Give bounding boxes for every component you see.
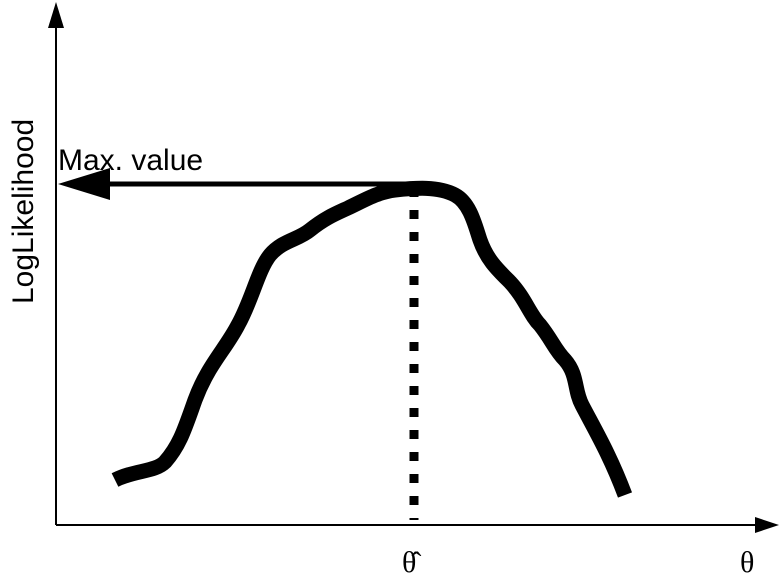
theta-hat-label: θ̂ [402,546,421,577]
x-axis-arrowhead [755,517,779,533]
max-value-label: Max. value [58,144,203,177]
likelihood-curve [111,180,633,498]
max-value-arrowhead [58,168,110,200]
theta-label: θ [740,546,754,577]
x-axis [56,517,779,533]
max-value-arrow [58,168,420,200]
y-axis [48,2,64,525]
y-axis-label: LogLikelihood [7,119,40,304]
y-axis-arrowhead [48,2,64,28]
